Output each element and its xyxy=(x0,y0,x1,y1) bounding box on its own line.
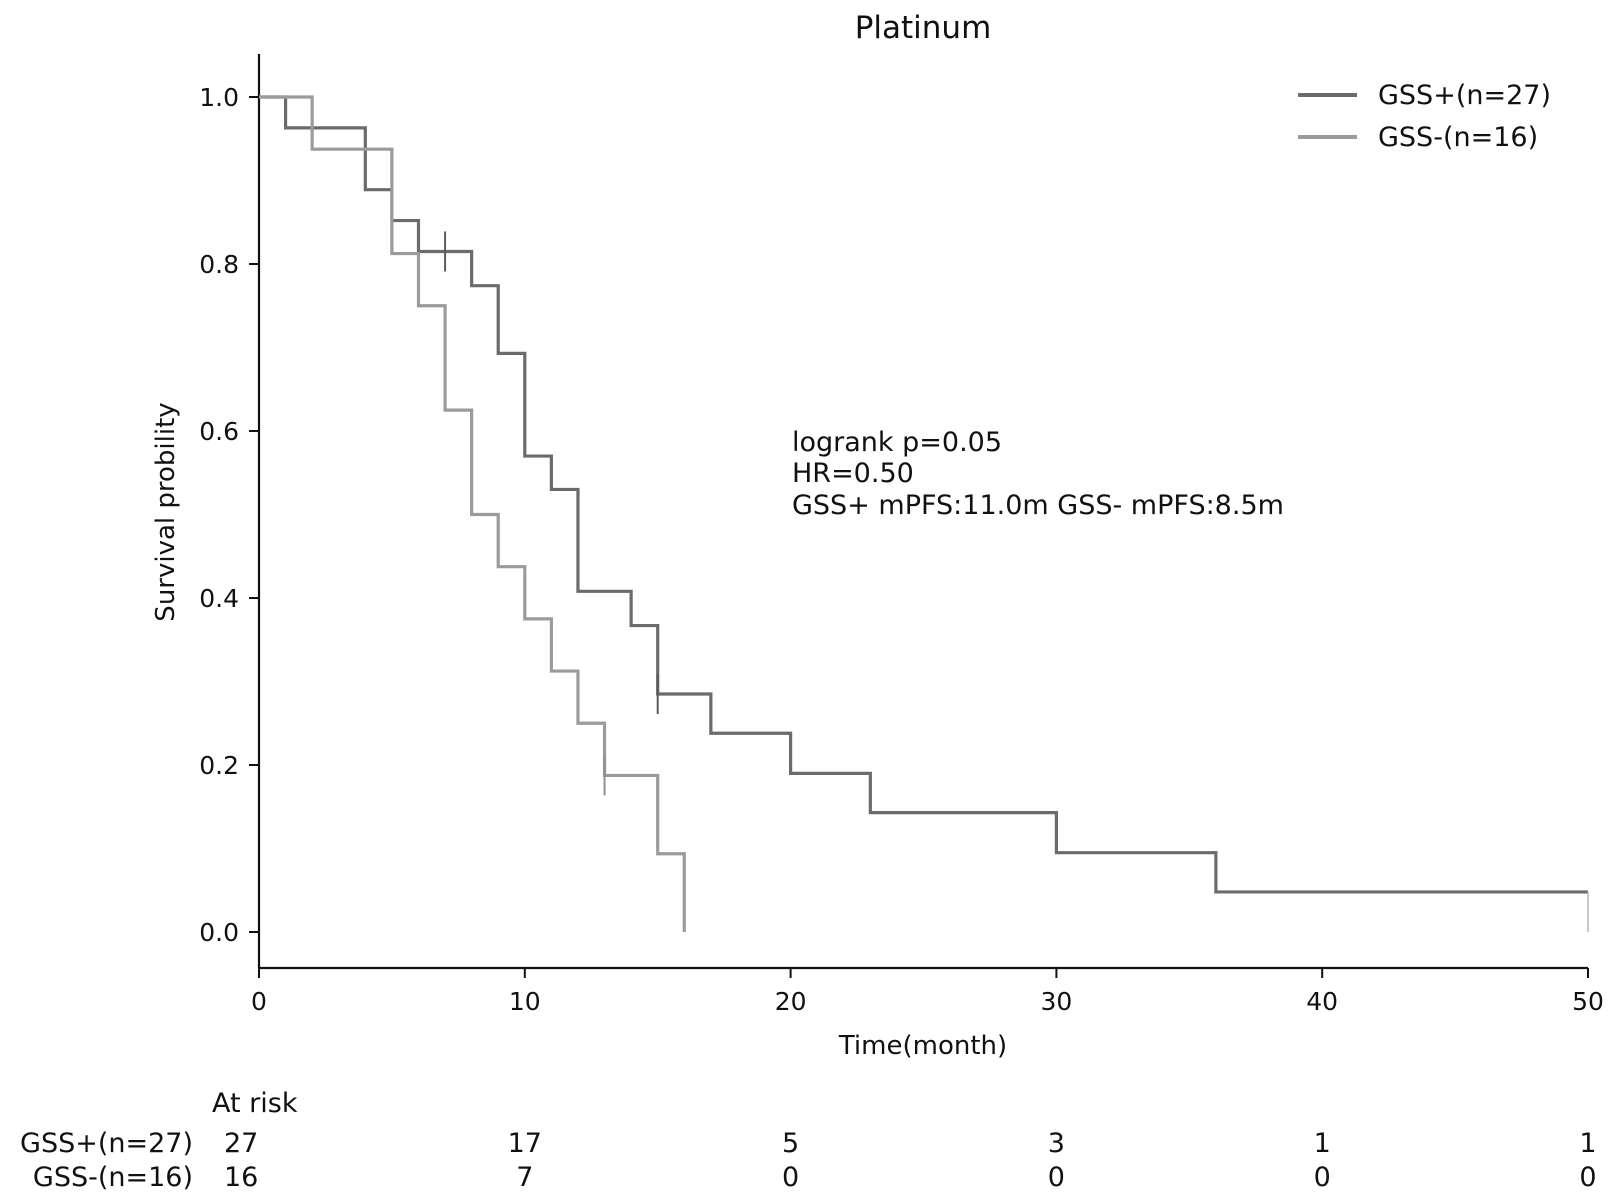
at-risk-value-gss-minus: 0 xyxy=(782,1162,799,1193)
y-tick-label: 0.6 xyxy=(199,417,239,446)
mpfs-annotation: GSS+ mPFS:11.0m GSS- mPFS:8.5m xyxy=(792,490,1284,521)
axes xyxy=(257,54,1588,970)
y-tick-label: 0.2 xyxy=(199,751,239,780)
at-risk-row-label-gss-minus: GSS-(n=16) xyxy=(33,1162,193,1193)
at-risk-value-gss-plus: 27 xyxy=(224,1128,258,1159)
y-tick-label: 0.8 xyxy=(199,250,239,279)
stats-annotations: logrank p=0.05 HR=0.50 GSS+ mPFS:11.0m G… xyxy=(792,427,1284,521)
at-risk-value-gss-minus: 7 xyxy=(516,1162,533,1193)
y-axis-label: Survival probility xyxy=(151,402,181,621)
at-risk-value-gss-minus: 0 xyxy=(1579,1162,1596,1193)
at-risk-row-label-gss-plus: GSS+(n=27) xyxy=(20,1128,193,1159)
chart-title: Platinum xyxy=(855,10,992,46)
hr-annotation: HR=0.50 xyxy=(792,458,914,489)
at-risk-title: At risk xyxy=(212,1088,298,1119)
legend-label-gss-plus: GSS+(n=27) xyxy=(1378,80,1551,111)
at-risk-value-gss-plus: 5 xyxy=(782,1128,799,1159)
at-risk-table: At risk GSS+(n=27) GSS-(n=16) 27 17 5 3 1 1 16… xyxy=(20,1088,1597,1193)
x-tick-label: 30 xyxy=(1040,987,1072,1016)
x-tick-label: 50 xyxy=(1572,987,1604,1016)
at-risk-value-gss-plus: 3 xyxy=(1048,1128,1065,1159)
survival-curves xyxy=(259,95,1589,932)
at-risk-value-gss-minus: 16 xyxy=(224,1162,258,1193)
legend: GSS+(n=27) GSS-(n=16) xyxy=(1298,80,1551,153)
x-tick-label: 40 xyxy=(1306,987,1338,1016)
at-risk-value-gss-plus: 1 xyxy=(1314,1128,1331,1159)
at-risk-value-gss-minus: 0 xyxy=(1048,1162,1065,1193)
x-axis-label: Time(month) xyxy=(838,1031,1007,1061)
x-ticks: 0 10 20 30 40 50 xyxy=(251,968,1604,1016)
at-risk-value-gss-plus: 1 xyxy=(1579,1128,1596,1159)
logrank-annotation: logrank p=0.05 xyxy=(792,427,1002,458)
x-tick-label: 0 xyxy=(251,987,267,1016)
y-tick-label: 0.0 xyxy=(199,918,239,947)
legend-label-gss-minus: GSS-(n=16) xyxy=(1378,122,1538,153)
y-ticks: 0.0 0.2 0.4 0.6 0.8 1.0 xyxy=(199,83,259,947)
x-tick-label: 10 xyxy=(509,987,541,1016)
at-risk-value-gss-minus: 0 xyxy=(1314,1162,1331,1193)
y-tick-label: 1.0 xyxy=(199,83,239,112)
at-risk-value-gss-plus: 17 xyxy=(508,1128,542,1159)
at-risk-values: 27 17 5 3 1 1 16 7 0 0 0 0 xyxy=(224,1128,1597,1193)
y-tick-label: 0.4 xyxy=(199,584,239,613)
x-tick-label: 20 xyxy=(775,987,807,1016)
